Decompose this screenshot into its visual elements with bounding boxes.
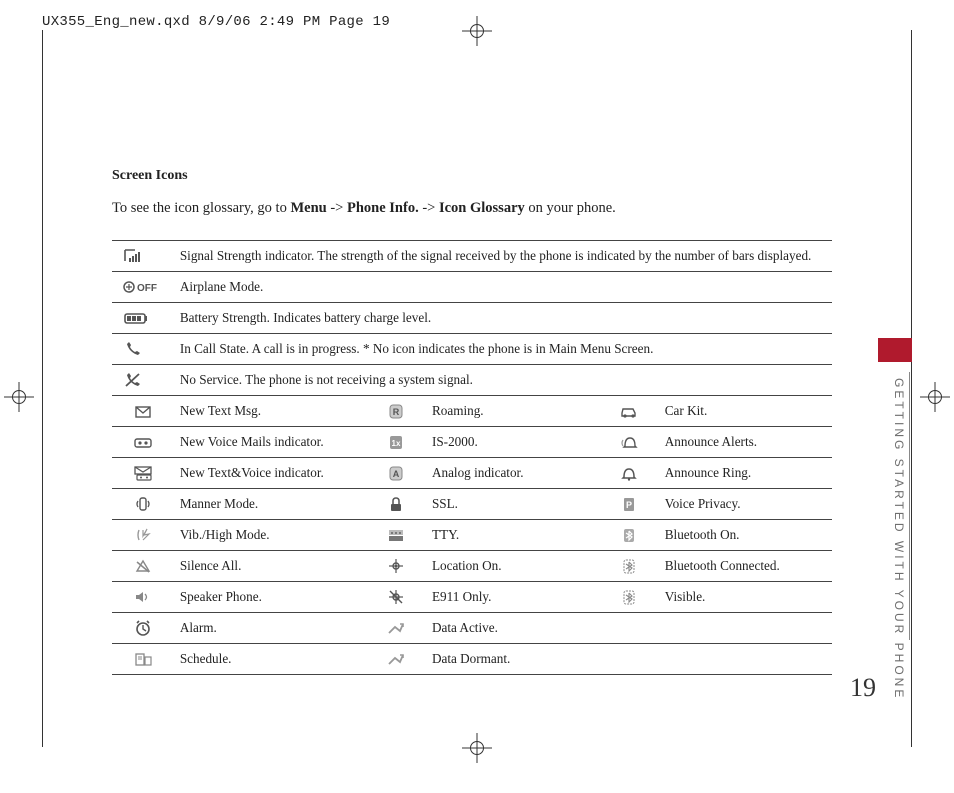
icon-description: Location On. — [422, 550, 599, 581]
icon-row: Schedule. Data Dormant. — [112, 643, 832, 674]
icon-description: E911 Only. — [422, 581, 599, 612]
icon-row: In Call State. A call is in progress. * … — [112, 333, 832, 364]
icon-row: Battery Strength. Indicates battery char… — [112, 302, 832, 333]
register-mark-top — [462, 16, 492, 46]
icon-row: Manner Mode. SSL. P Voice Privacy. — [112, 488, 832, 519]
icon-description: New Text&Voice indicator. — [170, 457, 366, 488]
icon-cell — [112, 550, 170, 581]
icon-description — [655, 643, 832, 674]
icon-cell — [112, 395, 170, 426]
icon-cell — [112, 643, 170, 674]
icon-description: Bluetooth Connected. — [655, 550, 832, 581]
icon-row: New Text&Voice indicator. A Analog indicat… — [112, 457, 832, 488]
icon-cell — [112, 612, 170, 643]
icon-description: IS-2000. — [422, 426, 599, 457]
icon-cell — [366, 488, 422, 519]
icon-row: Signal Strength indicator. The strength … — [112, 240, 832, 271]
icon-cell — [112, 333, 170, 364]
page-content: Screen Icons To see the icon glossary, g… — [112, 168, 832, 675]
icon-cell: A — [366, 457, 422, 488]
icon-row: No Service. The phone is not receiving a… — [112, 364, 832, 395]
icon-description: Airplane Mode. — [170, 271, 832, 302]
svg-text:P: P — [626, 500, 632, 510]
icon-description: Bluetooth On. — [655, 519, 832, 550]
icon-description: Manner Mode. — [170, 488, 366, 519]
icon-cell — [112, 488, 170, 519]
icon-description: Silence All. — [170, 550, 366, 581]
icon-cell — [112, 426, 170, 457]
svg-text:A: A — [393, 469, 400, 479]
icon-cell — [112, 364, 170, 395]
section-tab — [878, 338, 912, 362]
register-mark-bottom — [462, 733, 492, 763]
icon-description: Analog indicator. — [422, 457, 599, 488]
icon-cell — [366, 519, 422, 550]
sidebar-section-title: GETTING STARTED WITH YOUR PHONE — [886, 378, 906, 700]
icon-cell — [112, 457, 170, 488]
icon-description: Data Active. — [422, 612, 599, 643]
icon-row: New Text Msg. R Roaming. Car Kit. — [112, 395, 832, 426]
icon-description: Announce Ring. — [655, 457, 832, 488]
icon-cell: R — [366, 395, 422, 426]
icon-row: Alarm. Data Active. — [112, 612, 832, 643]
page-number: 19 — [850, 673, 876, 703]
icon-cell — [366, 550, 422, 581]
icon-cell — [112, 519, 170, 550]
icon-description: SSL. — [422, 488, 599, 519]
icon-description: No Service. The phone is not receiving a… — [170, 364, 832, 395]
icon-row: Vib./High Mode. TTY. Bluetooth On. — [112, 519, 832, 550]
icon-row: Speaker Phone. E911 Only. Visible. — [112, 581, 832, 612]
icon-cell — [599, 519, 655, 550]
icon-cell — [599, 612, 655, 643]
register-mark-left — [4, 382, 34, 412]
icon-cell — [599, 550, 655, 581]
icon-description: Data Dormant. — [422, 643, 599, 674]
icon-cell: P — [599, 488, 655, 519]
icon-description — [655, 612, 832, 643]
icon-description: New Voice Mails indicator. — [170, 426, 366, 457]
icon-row: Silence All. Location On. Bluetooth Connec… — [112, 550, 832, 581]
icon-cell — [599, 395, 655, 426]
icon-description: Announce Alerts. — [655, 426, 832, 457]
icon-description: Signal Strength indicator. The strength … — [170, 240, 832, 271]
icon-cell: OFF — [112, 271, 170, 302]
icon-description: Schedule. — [170, 643, 366, 674]
svg-text:OFF: OFF — [137, 283, 157, 294]
svg-text:1x: 1x — [391, 439, 400, 448]
icon-cell — [112, 581, 170, 612]
icon-row: New Voice Mails indicator. 1x IS-2000. Anno… — [112, 426, 832, 457]
register-mark-right — [920, 382, 950, 412]
section-title: Screen Icons — [112, 168, 832, 184]
icon-cell — [366, 612, 422, 643]
icon-cell — [599, 426, 655, 457]
icon-description: Battery Strength. Indicates battery char… — [170, 302, 832, 333]
icon-description: Alarm. — [170, 612, 366, 643]
svg-text:R: R — [393, 407, 400, 417]
icon-cell: 1x — [366, 426, 422, 457]
icon-description: New Text Msg. — [170, 395, 366, 426]
icon-description: Visible. — [655, 581, 832, 612]
icon-cell — [112, 302, 170, 333]
icon-cell — [112, 240, 170, 271]
intro-text: To see the icon glossary, go to Menu -> … — [112, 198, 832, 220]
icon-cell — [366, 643, 422, 674]
icon-description: Roaming. — [422, 395, 599, 426]
icon-description: TTY. — [422, 519, 599, 550]
icon-description: Speaker Phone. — [170, 581, 366, 612]
icon-description: Car Kit. — [655, 395, 832, 426]
icon-table: Signal Strength indicator. The strength … — [112, 240, 832, 675]
icon-row: OFF Airplane Mode. — [112, 271, 832, 302]
icon-description: Vib./High Mode. — [170, 519, 366, 550]
prepress-header: UX355_Eng_new.qxd 8/9/06 2:49 PM Page 19 — [42, 14, 390, 30]
icon-cell — [599, 581, 655, 612]
icon-description: Voice Privacy. — [655, 488, 832, 519]
icon-cell — [366, 581, 422, 612]
icon-description: In Call State. A call is in progress. * … — [170, 333, 832, 364]
icon-cell — [599, 643, 655, 674]
icon-cell — [599, 457, 655, 488]
